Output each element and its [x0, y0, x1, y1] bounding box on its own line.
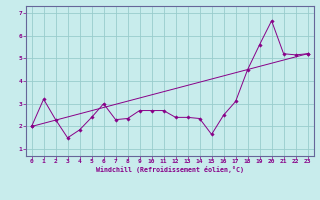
X-axis label: Windchill (Refroidissement éolien,°C): Windchill (Refroidissement éolien,°C) [96, 166, 244, 173]
